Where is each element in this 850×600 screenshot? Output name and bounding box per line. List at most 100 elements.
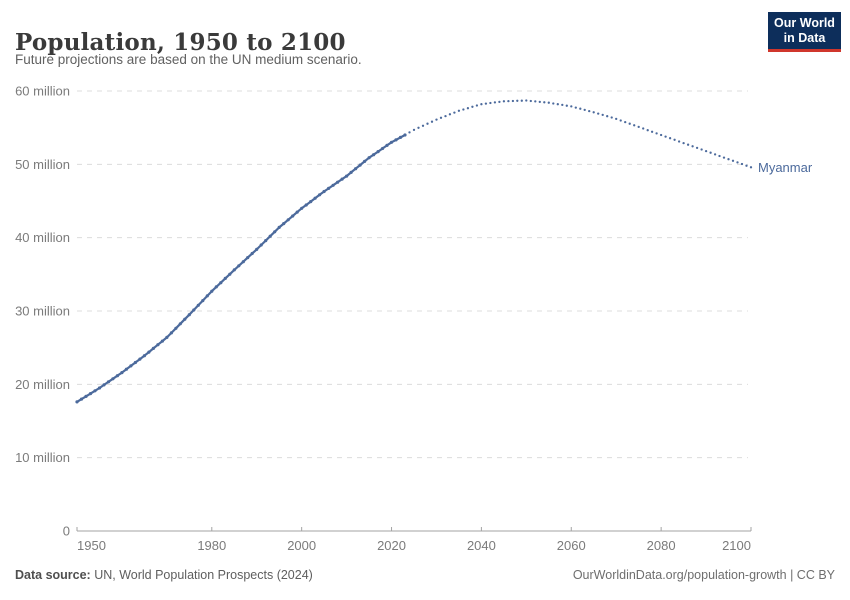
series-point-projection[interactable] xyxy=(642,127,645,130)
series-point-projection[interactable] xyxy=(435,118,438,121)
series-point-projection[interactable] xyxy=(650,130,654,133)
series-point-projection[interactable] xyxy=(673,138,676,141)
series-point[interactable] xyxy=(115,374,119,378)
series-point-projection[interactable] xyxy=(610,116,613,119)
series-point[interactable] xyxy=(345,174,349,178)
series-point[interactable] xyxy=(142,354,146,358)
series-point-projection[interactable] xyxy=(749,166,753,169)
series-point-projection[interactable] xyxy=(516,99,519,102)
series-point[interactable] xyxy=(358,163,362,167)
series-point[interactable] xyxy=(246,256,250,260)
series-point[interactable] xyxy=(147,350,151,354)
series-point-projection[interactable] xyxy=(628,122,631,125)
series-point-projection[interactable] xyxy=(655,132,658,135)
series-point-projection[interactable] xyxy=(466,107,470,110)
series-point-projection[interactable] xyxy=(740,162,744,166)
series-point-projection[interactable] xyxy=(520,99,523,102)
series-point-projection[interactable] xyxy=(597,112,600,115)
series-point[interactable] xyxy=(300,206,304,210)
series-point-projection[interactable] xyxy=(408,131,411,134)
series-point-projection[interactable] xyxy=(704,149,708,153)
series-point[interactable] xyxy=(205,294,209,298)
series-point-projection[interactable] xyxy=(556,103,559,106)
series-point-projection[interactable] xyxy=(489,101,492,105)
series-point-projection[interactable] xyxy=(502,100,506,103)
series-point-projection[interactable] xyxy=(417,126,420,129)
series-point[interactable] xyxy=(313,196,317,200)
series-point-projection[interactable] xyxy=(439,116,443,119)
series-point-projection[interactable] xyxy=(565,104,568,107)
series-point[interactable] xyxy=(322,189,326,194)
series-point[interactable] xyxy=(363,159,367,163)
series-point-projection[interactable] xyxy=(579,107,582,110)
series-point[interactable] xyxy=(318,193,322,197)
series-point-projection[interactable] xyxy=(637,125,640,129)
series-point-projection[interactable] xyxy=(691,145,694,148)
series-point-projection[interactable] xyxy=(511,99,515,103)
series-point-projection[interactable] xyxy=(745,164,748,167)
series-point[interactable] xyxy=(102,383,106,387)
series-point[interactable] xyxy=(219,281,223,285)
series-point[interactable] xyxy=(389,140,394,144)
series-point[interactable] xyxy=(282,222,286,226)
series-point[interactable] xyxy=(394,138,398,142)
series-point[interactable] xyxy=(385,143,389,147)
series-point[interactable] xyxy=(183,317,187,321)
series-point[interactable] xyxy=(210,289,214,293)
series-point[interactable] xyxy=(133,360,137,365)
series-point[interactable] xyxy=(277,225,281,229)
series-point-projection[interactable] xyxy=(606,115,609,118)
series-point-projection[interactable] xyxy=(718,154,721,158)
series-point[interactable] xyxy=(372,153,376,157)
series-point[interactable] xyxy=(138,357,142,361)
series-point[interactable] xyxy=(376,150,380,154)
series-point-projection[interactable] xyxy=(736,161,739,164)
series-point-projection[interactable] xyxy=(484,102,488,105)
series-point-projection[interactable] xyxy=(412,128,416,132)
series-point-projection[interactable] xyxy=(686,143,690,146)
series-point-projection[interactable] xyxy=(709,151,712,154)
owid-credit-link[interactable]: OurWorldinData.org/population-growth | C… xyxy=(572,568,835,582)
series-point[interactable] xyxy=(309,200,313,204)
series-point[interactable] xyxy=(367,156,371,160)
series-point-projection[interactable] xyxy=(624,120,627,124)
series-point[interactable] xyxy=(75,400,79,404)
series-point[interactable] xyxy=(273,230,277,234)
series-point-projection[interactable] xyxy=(525,99,528,102)
series-point-projection[interactable] xyxy=(574,106,577,109)
series-point[interactable] xyxy=(403,133,407,137)
series-point-projection[interactable] xyxy=(480,103,483,106)
series-point[interactable] xyxy=(380,146,385,151)
series-point[interactable] xyxy=(327,186,331,190)
series-point[interactable] xyxy=(84,394,88,398)
series-point-projection[interactable] xyxy=(664,135,667,138)
series-point-projection[interactable] xyxy=(700,148,703,151)
series-point[interactable] xyxy=(160,339,164,343)
series-point-projection[interactable] xyxy=(677,140,681,143)
series-point-projection[interactable] xyxy=(453,111,456,114)
series-point-projection[interactable] xyxy=(552,102,555,105)
series-point[interactable] xyxy=(106,380,111,384)
series-point[interactable] xyxy=(165,335,169,339)
series-point-projection[interactable] xyxy=(507,99,510,103)
series-point-projection[interactable] xyxy=(695,146,699,150)
series-point[interactable] xyxy=(336,180,340,184)
series-point-projection[interactable] xyxy=(543,101,546,104)
series-point[interactable] xyxy=(264,239,268,243)
series-point[interactable] xyxy=(255,247,259,251)
series-point-projection[interactable] xyxy=(682,141,685,145)
series-point[interactable] xyxy=(268,234,272,238)
series-point-projection[interactable] xyxy=(426,122,429,125)
series-point[interactable] xyxy=(398,135,403,139)
series-point-projection[interactable] xyxy=(493,101,497,104)
series-point[interactable] xyxy=(214,285,218,289)
series-point-projection[interactable] xyxy=(588,109,591,113)
series-point-projection[interactable] xyxy=(615,117,618,121)
series-point[interactable] xyxy=(174,326,178,330)
series-point[interactable] xyxy=(250,251,254,256)
series-point[interactable] xyxy=(304,203,308,207)
series-point-projection[interactable] xyxy=(534,100,537,103)
series-point-projection[interactable] xyxy=(659,133,663,137)
series-point[interactable] xyxy=(286,218,290,222)
series-point[interactable] xyxy=(340,177,344,181)
